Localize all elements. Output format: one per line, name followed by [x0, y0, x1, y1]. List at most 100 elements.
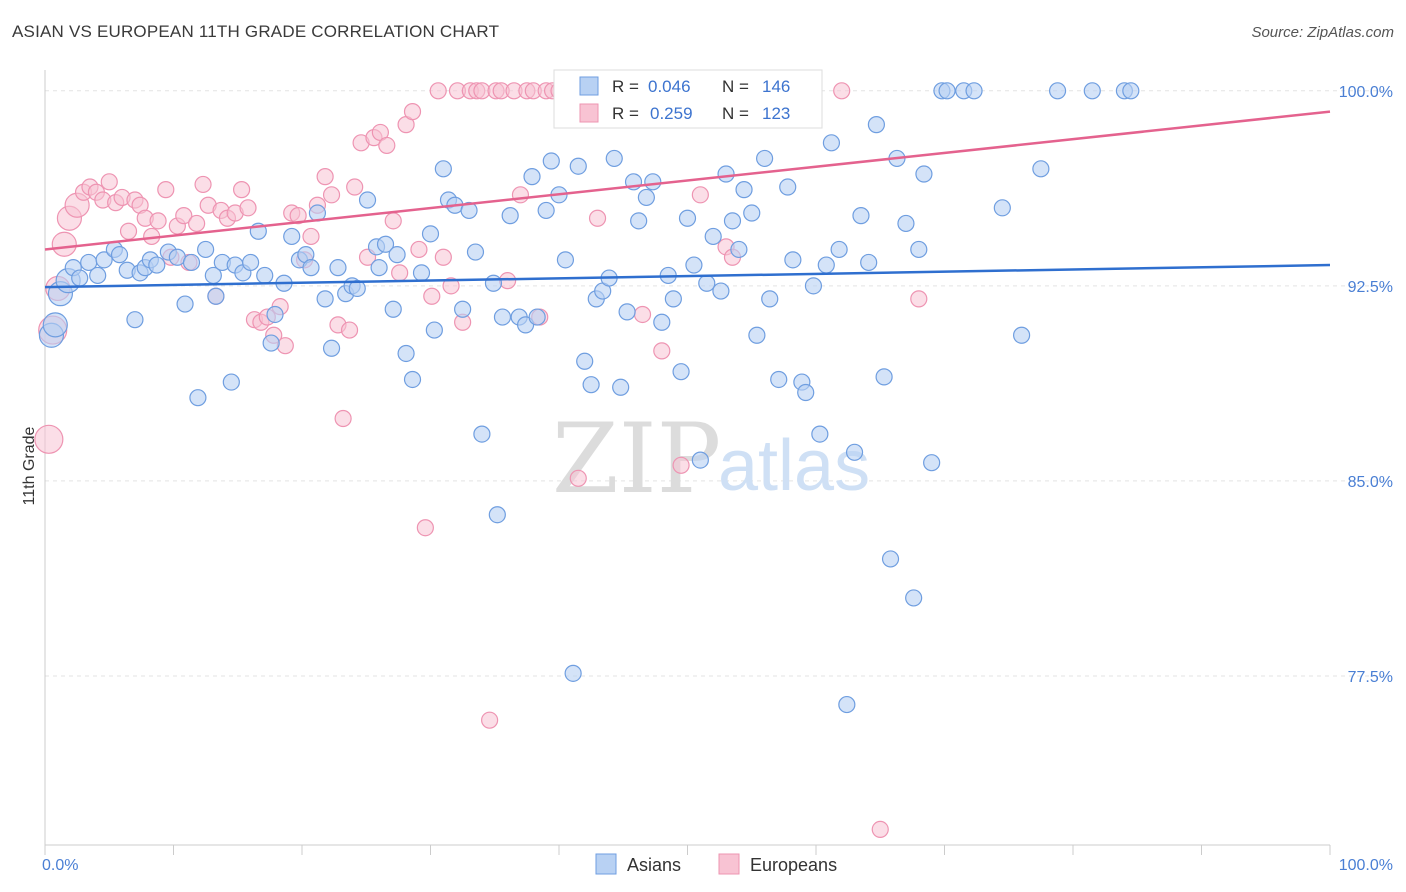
europeans-trend-line	[44, 110, 1331, 251]
asians-point-52	[397, 344, 415, 363]
legend-n-europeans: 123	[762, 104, 790, 123]
asians-point-41	[322, 339, 341, 357]
europeans-point-38	[276, 337, 294, 355]
x-tick-label-0: 0.0%	[42, 857, 78, 874]
y-tick-label-3: 100.0%	[1339, 84, 1393, 101]
europeans-point-73	[499, 272, 517, 290]
asians-point-54	[412, 264, 431, 282]
asians-point-16	[148, 256, 166, 274]
legend-r-label-europeans: R =	[612, 104, 639, 123]
legend-r-label-asians: R =	[612, 77, 639, 96]
asians-point-93	[672, 363, 690, 381]
asians-point-35	[283, 227, 301, 246]
asians-point-76	[564, 664, 582, 682]
europeans-point-31	[233, 181, 251, 199]
asians-point-24	[207, 287, 225, 305]
asians-point-104	[743, 204, 761, 222]
legend-n-label-europeans: N =	[722, 104, 749, 123]
europeans-point-55	[384, 212, 402, 230]
europeans-point-22	[175, 207, 193, 225]
series-asians-points	[38, 82, 1140, 714]
watermark-atlas: atlas	[718, 426, 870, 506]
europeans-point-61	[423, 287, 441, 305]
asians-point-83	[605, 149, 623, 168]
asians-point-128	[910, 240, 928, 259]
asians-point-118	[838, 695, 856, 714]
legend-swatch-europeans	[579, 103, 599, 123]
asians-point-40	[316, 290, 334, 308]
europeans-point-70	[481, 711, 499, 729]
asians-point-50	[384, 300, 402, 318]
asians-point-95	[685, 256, 703, 274]
asians-point-129	[915, 165, 933, 183]
europeans-point-87	[588, 209, 607, 227]
y-axis-label: 11th Grade	[21, 426, 38, 505]
asians-point-98	[704, 227, 722, 246]
asians-point-89	[644, 173, 662, 191]
europeans-point-62	[429, 82, 447, 100]
asians-trend-line	[44, 263, 1331, 289]
asians-point-139	[1083, 82, 1101, 100]
y-tick-label-0: 77.5%	[1348, 669, 1393, 686]
asians-point-115	[817, 256, 835, 274]
asians-point-106	[755, 149, 774, 168]
asians-point-46	[358, 191, 377, 209]
asians-point-65	[488, 506, 506, 524]
asians-point-88	[637, 188, 655, 207]
asians-point-57	[434, 160, 452, 178]
legend-box	[553, 69, 823, 129]
asians-point-20	[182, 253, 201, 272]
asians-point-100	[717, 165, 735, 183]
asians-point-31	[256, 266, 274, 285]
legend-r-europeans: 0.259	[650, 104, 693, 123]
asians-point-19	[176, 295, 194, 313]
europeans-point-40	[289, 207, 307, 225]
legend-n-label-asians: N =	[722, 77, 749, 96]
x-tick-labels: 0.0% 100.0%	[42, 857, 1393, 874]
asians-point-29	[242, 253, 260, 272]
asians-point-99	[712, 282, 730, 300]
asians-point-55	[421, 225, 440, 243]
asians-point-126	[897, 214, 915, 233]
europeans-point-18	[149, 212, 167, 230]
asians-point-21	[189, 389, 207, 407]
asians-point-26	[222, 373, 240, 391]
asians-point-112	[797, 383, 815, 402]
europeans-point-114	[833, 82, 851, 100]
europeans-point-49	[346, 178, 364, 196]
europeans-point-84	[569, 469, 587, 487]
axes	[44, 70, 1331, 855]
bottom-legend-swatch-asians	[595, 853, 617, 875]
europeans-point-63	[434, 248, 452, 266]
asians-point-114	[811, 425, 829, 443]
asians-point-33	[266, 305, 284, 324]
asians-point-70	[523, 168, 541, 186]
asians-point-96	[691, 451, 709, 469]
asians-point-64	[484, 274, 503, 292]
europeans-point-0	[34, 424, 64, 454]
asians-point-73	[542, 152, 560, 170]
asians-point-87	[630, 212, 648, 230]
europeans-point-10	[100, 173, 118, 191]
asians-point-7	[89, 266, 107, 285]
europeans-point-58	[403, 103, 422, 121]
bottom-legend-europeans: Europeans	[750, 855, 837, 875]
asians-point-10	[110, 246, 129, 264]
asians-point-63	[473, 425, 491, 443]
asians-point-121	[860, 253, 878, 272]
europeans-point-115	[871, 820, 889, 838]
europeans-point-19	[157, 181, 175, 199]
asians-point-134	[965, 82, 983, 100]
asians-point-124	[881, 550, 900, 568]
asians-point-90	[653, 313, 671, 331]
asians-point-84	[612, 378, 630, 396]
europeans-point-103	[691, 186, 709, 204]
asians-point-103	[735, 181, 753, 199]
bottom-legend-swatch-europeans	[718, 853, 740, 875]
legend: R = 0.046 N = 146 R = 0.259 N = 123	[553, 69, 823, 129]
europeans-point-94	[633, 305, 652, 324]
asians-point-116	[822, 134, 841, 152]
asians-point-49	[376, 235, 395, 253]
bottom-legend-asians: Asians	[627, 855, 681, 875]
